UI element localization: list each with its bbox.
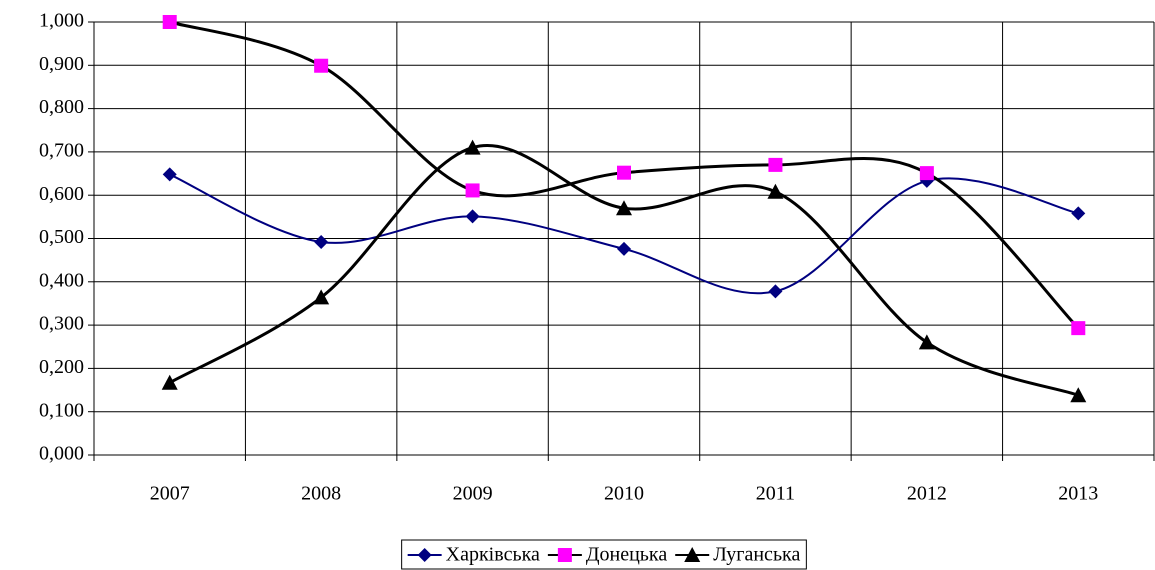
marker xyxy=(918,334,935,350)
x-tick-label: 2013 xyxy=(1058,483,1098,505)
x-tick-label: 2011 xyxy=(756,483,795,505)
legend-label: Донецька xyxy=(586,544,667,566)
legend-item: Донецька xyxy=(547,544,667,566)
marker xyxy=(417,548,432,562)
legend-label: Харківська xyxy=(446,544,540,566)
legend-item: Луганська xyxy=(675,544,800,566)
x-tick-label: 2007 xyxy=(150,483,190,505)
y-tick-label: 0,600 xyxy=(39,183,84,205)
marker xyxy=(465,183,480,198)
y-tick-label: 0,800 xyxy=(39,96,84,118)
x-tick-label: 2009 xyxy=(453,483,493,505)
legend-box xyxy=(401,539,807,570)
marker xyxy=(162,15,177,29)
marker xyxy=(768,284,783,299)
marker xyxy=(465,209,480,224)
marker xyxy=(768,157,783,172)
legend-item: Харківська xyxy=(407,544,540,566)
marker xyxy=(684,547,701,562)
y-tick-label: 0,000 xyxy=(39,443,84,465)
marker xyxy=(617,241,631,256)
marker xyxy=(919,166,934,181)
legend: Харківська Донецька Луганська xyxy=(401,539,807,570)
y-tick-label: 0,700 xyxy=(39,139,84,161)
marker xyxy=(1071,206,1086,221)
y-tick-label: 1,000 xyxy=(39,10,84,32)
marker xyxy=(1070,387,1087,403)
y-tick-label: 0,300 xyxy=(39,313,84,335)
marker xyxy=(1071,321,1086,336)
marker xyxy=(314,234,329,249)
y-tick-label: 0,900 xyxy=(39,53,84,75)
series-line xyxy=(169,173,1079,295)
y-tick-label: 0,400 xyxy=(39,269,84,291)
x-tick-label: 2012 xyxy=(907,483,947,505)
y-tick-label: 0,100 xyxy=(39,399,84,421)
y-tick-label: 0,200 xyxy=(39,356,84,378)
marker xyxy=(313,289,330,305)
marker xyxy=(557,548,572,562)
marker xyxy=(314,58,329,73)
marker xyxy=(464,139,481,155)
marker xyxy=(616,200,632,216)
legend-label: Луганська xyxy=(713,544,800,566)
marker xyxy=(767,183,784,199)
marker xyxy=(617,165,631,180)
x-tick-label: 2010 xyxy=(604,483,644,505)
marker xyxy=(162,167,177,182)
x-tick-label: 2008 xyxy=(301,483,341,505)
marker xyxy=(161,374,178,390)
y-tick-label: 0,500 xyxy=(39,226,84,248)
